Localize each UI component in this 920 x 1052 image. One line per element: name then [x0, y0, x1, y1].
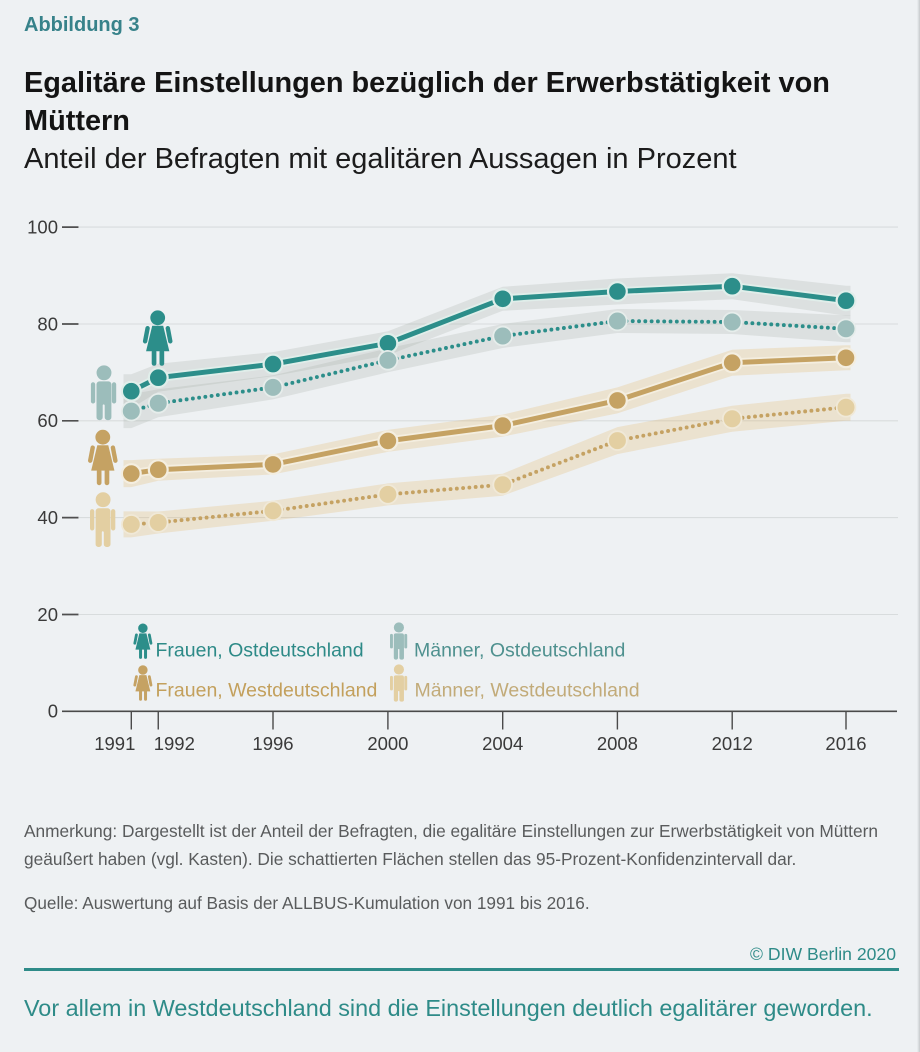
svg-text:1996: 1996: [252, 733, 293, 754]
svg-text:80: 80: [37, 313, 58, 334]
svg-text:1992: 1992: [154, 733, 195, 754]
svg-text:2016: 2016: [825, 733, 866, 754]
svg-text:Männer, Westdeutschland: Männer, Westdeutschland: [415, 680, 640, 702]
svg-text:2012: 2012: [712, 733, 753, 754]
svg-text:2004: 2004: [482, 733, 523, 754]
svg-text:2008: 2008: [597, 733, 638, 754]
svg-text:Frauen, Westdeutschland: Frauen, Westdeutschland: [156, 680, 378, 702]
svg-text:40: 40: [37, 507, 58, 528]
svg-text:2000: 2000: [367, 733, 408, 754]
svg-text:Frauen, Ostdeutschland: Frauen, Ostdeutschland: [156, 640, 364, 662]
svg-text:60: 60: [37, 410, 58, 431]
svg-text:Männer, Ostdeutschland: Männer, Ostdeutschland: [414, 640, 625, 662]
svg-text:100: 100: [27, 217, 58, 238]
svg-text:1991: 1991: [94, 733, 135, 754]
svg-text:0: 0: [48, 701, 58, 722]
svg-text:20: 20: [37, 604, 58, 625]
